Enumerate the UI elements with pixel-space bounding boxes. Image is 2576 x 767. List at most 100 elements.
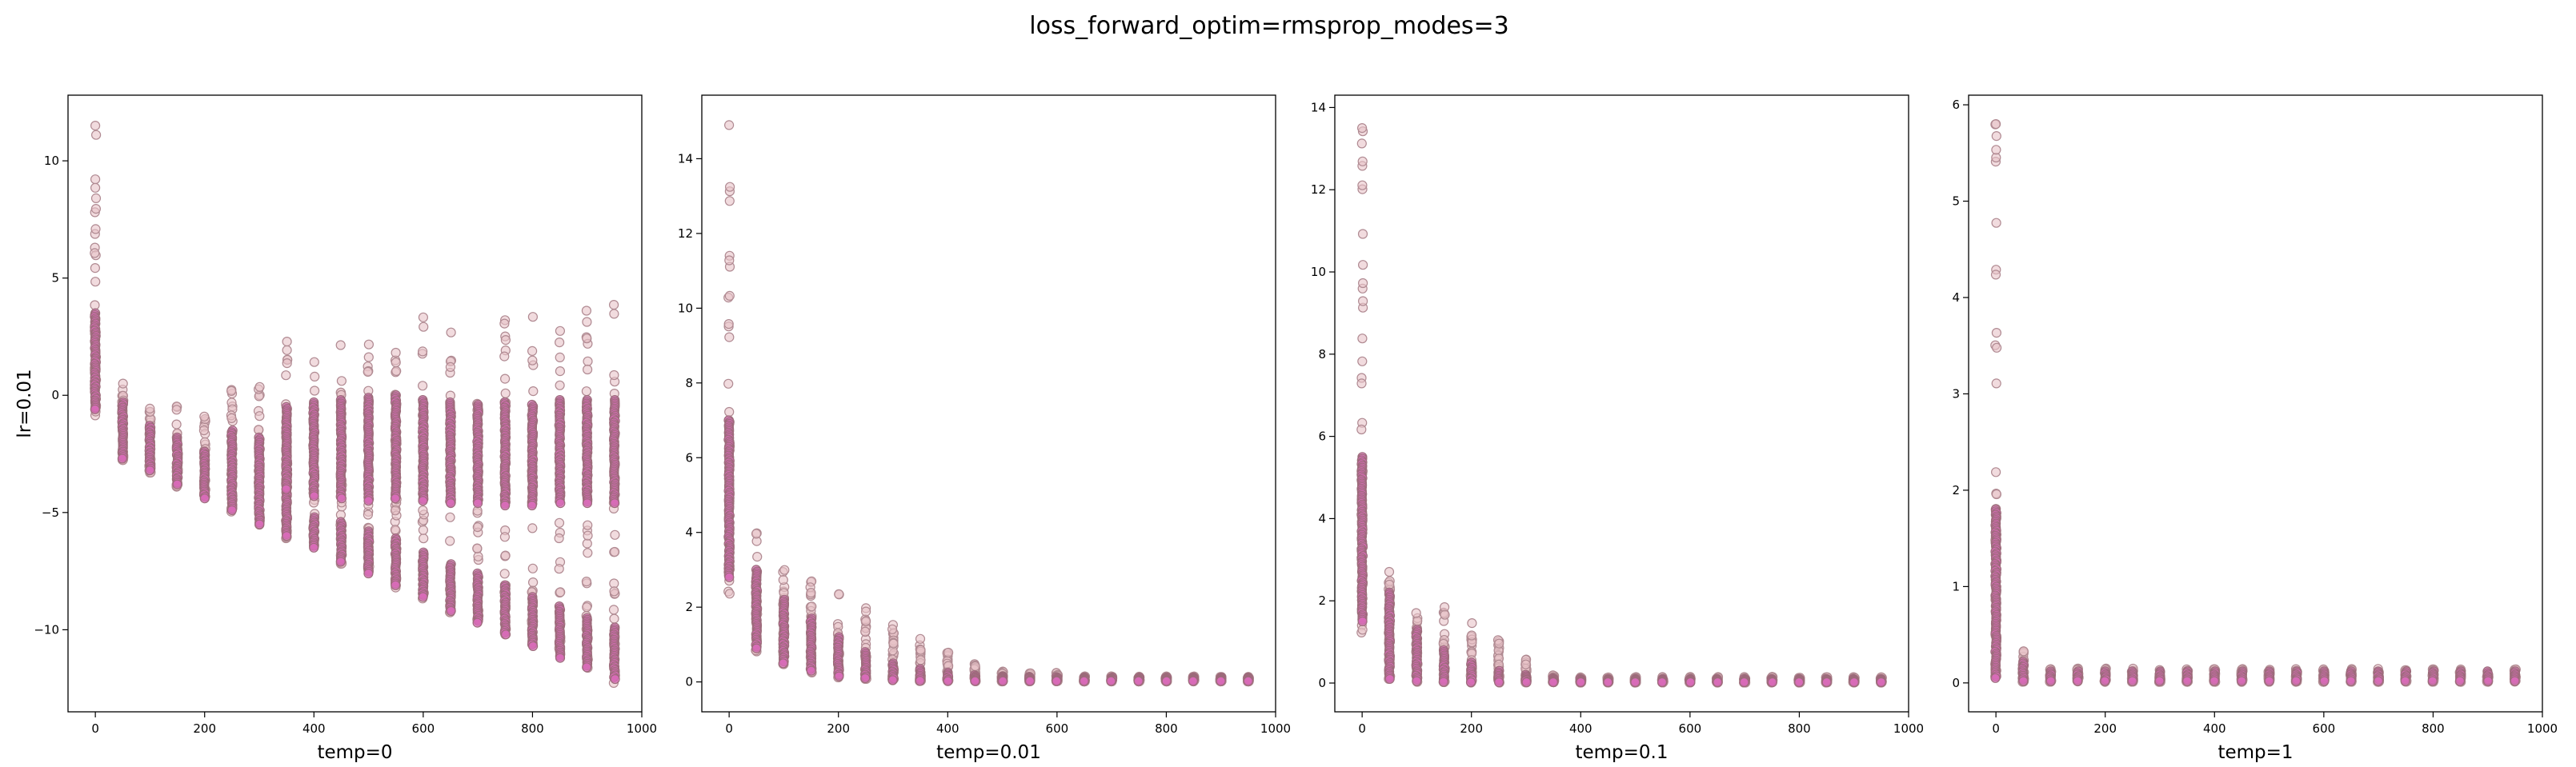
x-tick-label: 600: [1679, 721, 1702, 736]
figure-suptitle: loss_forward_optim=rmsprop_modes=3: [1029, 12, 1509, 40]
point-column-500: [996, 666, 1008, 687]
scatter-point: [418, 592, 428, 602]
scatter-point: [724, 572, 735, 582]
scatter-point: [582, 662, 592, 673]
y-tick-label: −5: [42, 505, 59, 520]
point-column-450: [1602, 672, 1614, 688]
scatter-point: [915, 633, 926, 644]
x-tick-label: 0: [1358, 721, 1366, 736]
scatter-point: [90, 300, 100, 310]
scatter-point: [472, 497, 483, 509]
scatter-point: [555, 380, 565, 390]
scatter-point: [609, 546, 620, 557]
scatter-point: [336, 376, 347, 386]
y-tick-label: 6: [685, 450, 693, 465]
scatter-point: [915, 645, 926, 655]
scatter-point: [724, 182, 735, 192]
y-tick-label: 0: [1318, 676, 1326, 690]
point-column-950: [2509, 664, 2521, 687]
scatter-point: [554, 533, 564, 544]
scatter-point: [90, 182, 101, 193]
x-axis-label: temp=0: [317, 742, 392, 763]
point-column-800: [2427, 664, 2439, 687]
scatter-point: [500, 388, 511, 398]
scatter-point: [226, 413, 237, 424]
scatter-point: [610, 673, 620, 685]
scatter-point: [527, 355, 538, 366]
x-tick-label: 800: [521, 721, 544, 736]
scatter-point: [724, 290, 735, 301]
scatter-point: [609, 370, 619, 381]
scatter-point: [1465, 677, 1476, 688]
point-column-900: [581, 306, 593, 673]
scatter-point: [1357, 180, 1368, 190]
point-column-350: [915, 633, 927, 686]
point-column-750: [2400, 665, 2412, 687]
scatter-point: [500, 629, 511, 640]
y-tick-label: 0: [685, 675, 693, 689]
scatter-point: [390, 525, 400, 535]
x-tick-label: 1000: [2527, 721, 2558, 736]
point-column-550: [390, 347, 402, 593]
scatter-point: [527, 563, 538, 573]
scatter-point: [1520, 659, 1531, 669]
scatter-point: [1357, 296, 1368, 306]
point-column-850: [1188, 671, 1200, 687]
scatter-point: [391, 358, 401, 368]
scatter-point: [554, 564, 564, 574]
scatter-point: [90, 224, 101, 234]
scatter-point: [1548, 677, 1559, 688]
scatter-point: [1188, 676, 1199, 686]
scatter-point: [582, 602, 592, 613]
scatter-point: [608, 300, 619, 310]
scatter-point: [2319, 676, 2330, 686]
scatter-point: [1991, 131, 2001, 142]
scatter-point: [2264, 676, 2274, 686]
scatter-point: [171, 419, 182, 429]
y-tick-label: 4: [685, 525, 693, 540]
scatter-point: [583, 356, 593, 366]
scatter-point: [778, 658, 788, 669]
scatter-point: [724, 196, 735, 206]
scatter-point: [527, 500, 537, 511]
scatter-point: [1739, 677, 1749, 688]
scatter-point: [254, 411, 265, 421]
scatter-point: [390, 505, 401, 516]
point-column-250: [1492, 635, 1504, 688]
y-tick-label: 4: [1318, 511, 1326, 525]
scatter-point: [309, 542, 319, 553]
scatter-point: [582, 364, 593, 375]
scatter-point: [915, 676, 925, 686]
scatter-point: [472, 543, 483, 553]
scatter-point: [1992, 342, 2002, 353]
scatter-point: [610, 529, 620, 540]
plot-area: [1969, 95, 2542, 712]
point-column-50: [2017, 646, 2029, 687]
scatter-point: [1356, 123, 1368, 134]
scatter-point: [1467, 617, 1477, 629]
y-tick-label: 2: [685, 600, 693, 614]
scatter-point: [581, 576, 592, 587]
scatter-point: [1991, 218, 2001, 228]
scatter-point: [2400, 676, 2410, 686]
scatter-point: [1576, 677, 1586, 688]
point-column-750: [1133, 671, 1145, 687]
point-column-700: [472, 398, 484, 628]
scatter-point: [418, 505, 428, 516]
point-column-500: [2263, 665, 2275, 687]
x-axis-label: temp=0.01: [936, 742, 1041, 763]
scatter-point: [1357, 356, 1368, 366]
scatter-point: [1243, 676, 1253, 686]
y-tick-label: 10: [1311, 265, 1326, 279]
scatter-point: [1412, 616, 1423, 626]
scatter-point: [1133, 676, 1144, 686]
scatter-point: [2154, 676, 2165, 686]
scatter-point: [583, 548, 593, 558]
scatter-point: [90, 404, 100, 414]
point-column-650: [1078, 671, 1091, 687]
scatter-point: [363, 568, 374, 579]
point-column-150: [2072, 663, 2084, 687]
scatter-point: [834, 671, 844, 681]
